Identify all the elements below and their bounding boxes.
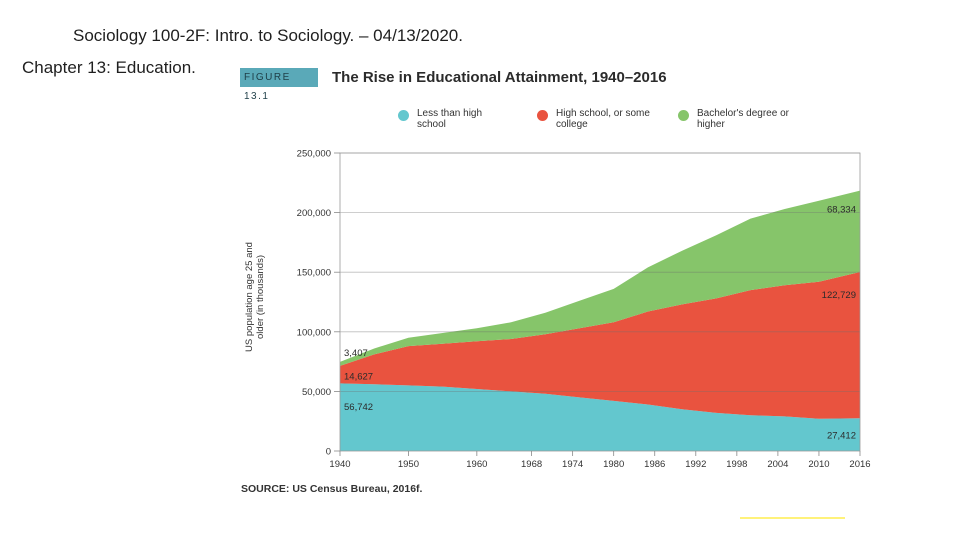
- x-tick-label: 1950: [398, 459, 419, 470]
- x-tick-label: 1998: [726, 459, 747, 470]
- y-tick-label: 100,000: [297, 327, 331, 338]
- chart-title: The Rise in Educational Attainment, 1940…: [332, 69, 667, 86]
- y-tick-label: 0: [326, 447, 331, 458]
- legend-label-less-than-hs: Less than high school: [417, 108, 483, 130]
- y-tick-label: 200,000: [297, 208, 331, 219]
- x-tick-label: 1974: [562, 459, 583, 470]
- legend-swatch-hs-some-college: [537, 110, 548, 121]
- source-note: SOURCE: US Census Bureau, 2016f.: [241, 483, 423, 495]
- data-label: 122,729: [822, 290, 856, 301]
- x-tick-label: 2010: [808, 459, 829, 470]
- data-label: 27,412: [827, 431, 856, 442]
- x-tick-label: 1980: [603, 459, 624, 470]
- y-axis-label: US population age 25 andolder (in thousa…: [244, 242, 266, 352]
- legend-item-hs-some-college: High school, or some college: [537, 108, 651, 130]
- area-hs-some-college: [340, 272, 860, 419]
- x-tick-label: 1940: [329, 459, 350, 470]
- legend-label-hs-some-college: High school, or some college: [556, 108, 650, 130]
- x-tick-label: 1986: [644, 459, 665, 470]
- x-tick-label: 2016: [849, 459, 870, 470]
- legend-item-bachelors: Bachelor's degree or higher: [678, 108, 815, 130]
- data-label: 3,407: [344, 348, 368, 359]
- slide-header: Sociology 100-2F: Intro. to Sociology. –…: [73, 26, 463, 45]
- area-less-than-hs: [340, 383, 860, 451]
- y-tick-label: 250,000: [297, 149, 331, 160]
- legend-swatch-less-than-hs: [398, 110, 409, 121]
- legend-swatch-bachelors: [678, 110, 689, 121]
- y-tick-label: 50,000: [302, 387, 331, 398]
- data-label: 56,742: [344, 402, 373, 413]
- data-label: 14,627: [344, 371, 373, 382]
- x-tick-label: 1960: [466, 459, 487, 470]
- figure-badge: FIGURE 13.1: [240, 68, 318, 102]
- legend-label-bachelors: Bachelor's degree or higher: [697, 108, 789, 130]
- plot-frame: [339, 152, 861, 452]
- y-tick-label: 150,000: [297, 268, 331, 279]
- x-tick-label: 1968: [521, 459, 542, 470]
- chapter-title: Chapter 13: Education.: [22, 58, 196, 77]
- x-tick-label: 2004: [767, 459, 788, 470]
- yellow-underline: [740, 517, 845, 519]
- area-bachelors: [340, 190, 860, 366]
- legend-item-less-than-hs: Less than high school: [398, 108, 512, 130]
- x-tick-label: 1992: [685, 459, 706, 470]
- data-label: 68,334: [827, 205, 856, 216]
